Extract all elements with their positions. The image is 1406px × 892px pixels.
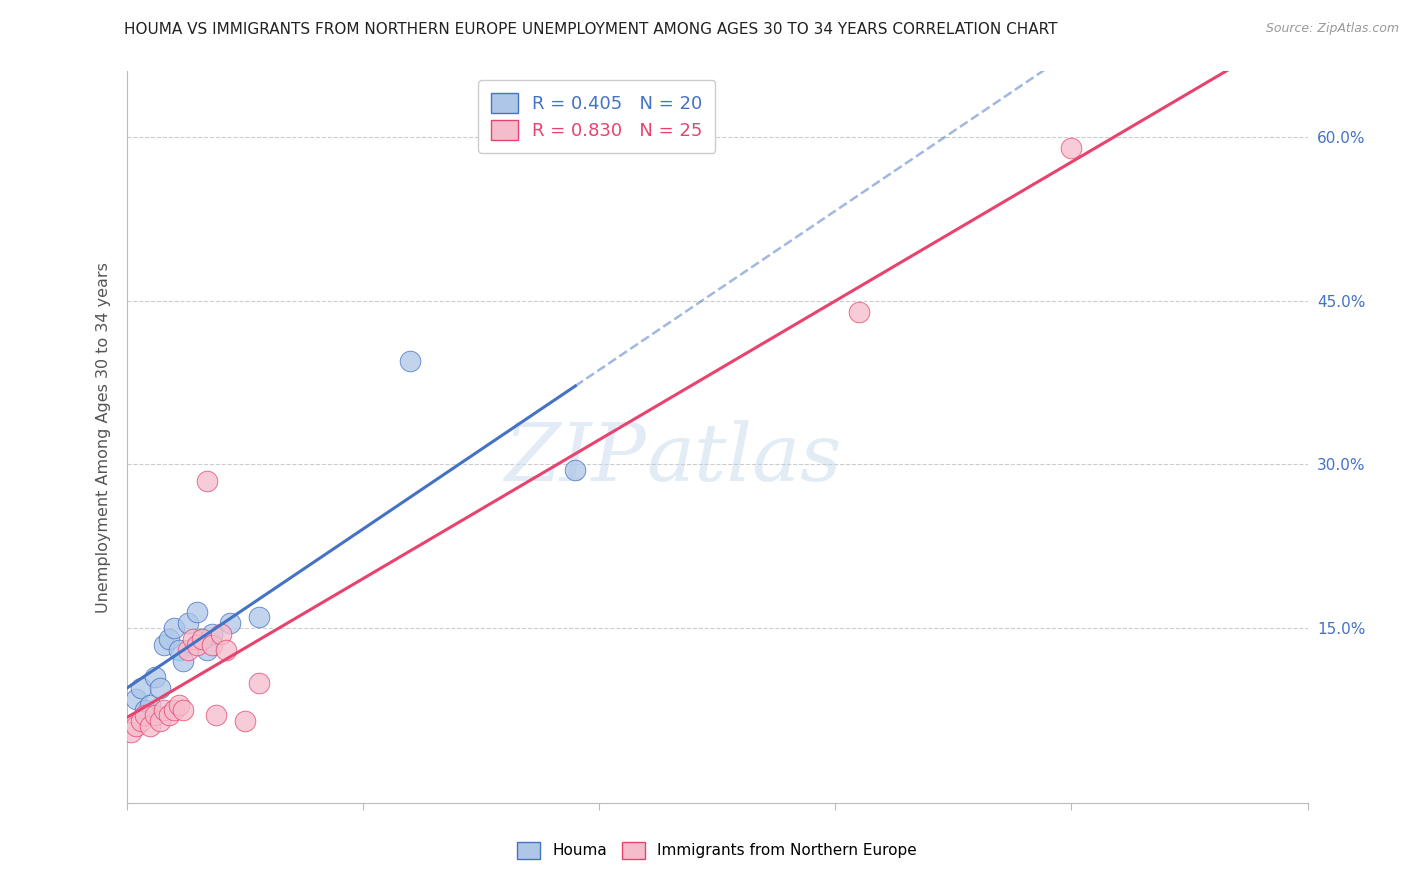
Point	[153, 638, 176, 652]
Point	[191, 632, 214, 646]
Point	[399, 353, 422, 368]
Point	[209, 626, 232, 640]
Point	[848, 304, 870, 318]
Point	[139, 698, 162, 712]
Point	[143, 708, 166, 723]
Point	[219, 615, 242, 630]
Point	[195, 643, 218, 657]
Point	[167, 698, 190, 712]
Text: HOUMA VS IMMIGRANTS FROM NORTHERN EUROPE UNEMPLOYMENT AMONG AGES 30 TO 34 YEARS : HOUMA VS IMMIGRANTS FROM NORTHERN EUROPE…	[124, 22, 1057, 37]
Point	[125, 692, 148, 706]
Point	[149, 714, 172, 728]
Point	[125, 719, 148, 733]
Point	[1060, 141, 1083, 155]
Legend: Houma, Immigrants from Northern Europe: Houma, Immigrants from Northern Europe	[510, 836, 924, 864]
Point	[129, 714, 152, 728]
Text: atlas: atlas	[647, 420, 842, 498]
Point	[149, 681, 172, 695]
Point	[195, 474, 218, 488]
Point	[177, 643, 200, 657]
Point	[205, 708, 228, 723]
Point	[134, 703, 156, 717]
Point	[120, 724, 142, 739]
Point	[247, 675, 270, 690]
Point	[215, 643, 238, 657]
Text: ZIP: ZIP	[505, 420, 647, 498]
Point	[129, 681, 152, 695]
Point	[172, 654, 194, 668]
Point	[172, 703, 194, 717]
Point	[153, 703, 176, 717]
Point	[157, 632, 180, 646]
Point	[247, 610, 270, 624]
Point	[134, 708, 156, 723]
Point	[163, 703, 186, 717]
Point	[233, 714, 256, 728]
Point	[191, 632, 214, 646]
Point	[181, 632, 204, 646]
Point	[157, 708, 180, 723]
Point	[143, 670, 166, 684]
Point	[167, 643, 190, 657]
Point	[139, 719, 162, 733]
Y-axis label: Unemployment Among Ages 30 to 34 years: Unemployment Among Ages 30 to 34 years	[96, 261, 111, 613]
Point	[564, 463, 586, 477]
Point	[200, 626, 222, 640]
Point	[163, 621, 186, 635]
Point	[177, 615, 200, 630]
Point	[186, 605, 208, 619]
Point	[200, 638, 222, 652]
Text: Source: ZipAtlas.com: Source: ZipAtlas.com	[1265, 22, 1399, 36]
Point	[186, 638, 208, 652]
